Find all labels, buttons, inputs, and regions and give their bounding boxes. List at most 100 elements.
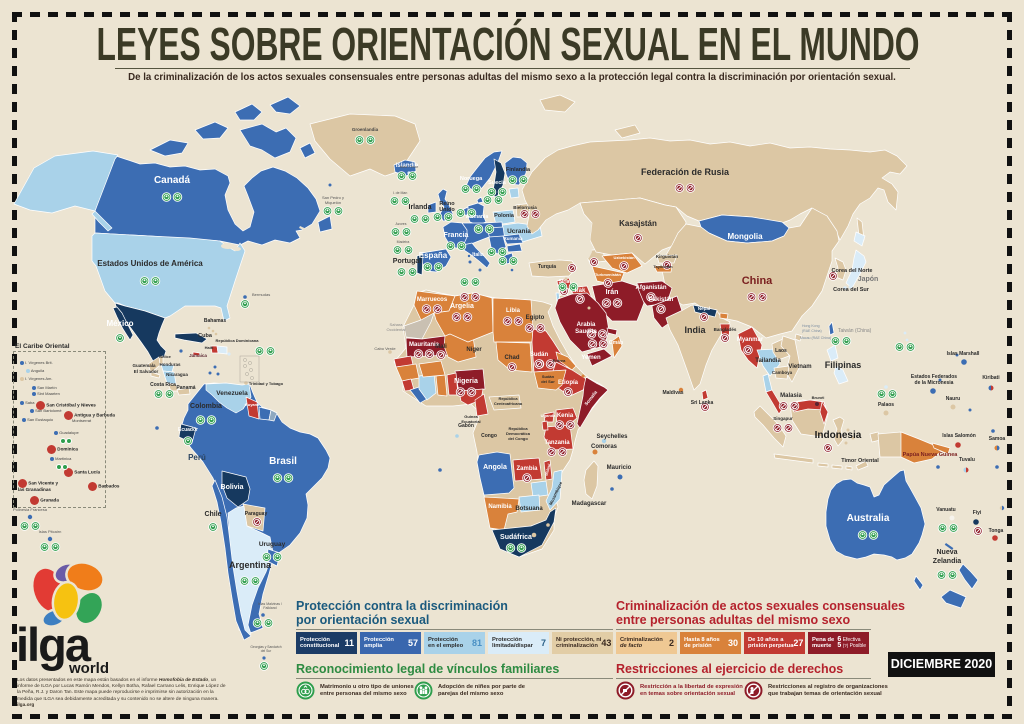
svg-text:Bolivia: Bolivia [221, 484, 244, 491]
svg-text:Corea del Sur: Corea del Sur [833, 287, 870, 293]
svg-text:Perú: Perú [188, 453, 206, 462]
svg-text:Honduras: Honduras [159, 362, 180, 367]
svg-text:Costa Rica: Costa Rica [150, 382, 176, 388]
svg-text:Taiwán (China): Taiwán (China) [838, 328, 872, 334]
svg-text:Turkmenistán: Turkmenistán [595, 272, 621, 277]
svg-text:Nueva: Nueva [936, 549, 957, 556]
svg-text:Guatemala: Guatemala [132, 363, 156, 368]
svg-text:Singapur: Singapur [773, 416, 793, 421]
svg-text:Groenlandia: Groenlandia [352, 127, 379, 132]
svg-text:Unido: Unido [439, 207, 455, 213]
svg-text:Turquía: Turquía [538, 264, 556, 270]
svg-text:Occidental: Occidental [387, 327, 406, 332]
svg-text:Federación de Rusia: Federación de Rusia [641, 167, 730, 177]
svg-text:Polinesia Francesa: Polinesia Francesa [13, 507, 48, 512]
svg-text:Nauru: Nauru [946, 396, 960, 402]
svg-text:Guyana: Guyana [245, 402, 260, 407]
svg-text:Irlanda: Irlanda [409, 204, 432, 211]
svg-text:Rumania: Rumania [503, 236, 523, 241]
svg-text:Azores: Azores [396, 222, 407, 226]
svg-text:Colombia: Colombia [190, 403, 222, 410]
svg-text:Finlandia: Finlandia [506, 167, 531, 173]
svg-text:Zelandia: Zelandia [933, 558, 962, 565]
svg-text:Myanmar: Myanmar [737, 337, 764, 343]
svg-text:Corea del Norte: Corea del Norte [832, 268, 873, 274]
svg-text:Malasia: Malasia [780, 393, 802, 399]
svg-text:Vietnam: Vietnam [788, 364, 811, 370]
svg-text:Cuba: Cuba [198, 333, 213, 339]
svg-text:Chile: Chile [204, 511, 221, 518]
svg-text:Portugal: Portugal [393, 258, 421, 265]
svg-text:Reino: Reino [439, 201, 455, 207]
svg-text:Italia: Italia [472, 252, 484, 258]
svg-text:Eritrea: Eritrea [553, 358, 566, 363]
svg-text:Kirguistán: Kirguistán [656, 254, 679, 259]
svg-text:world: world [68, 660, 109, 677]
svg-text:Islandia: Islandia [396, 163, 419, 169]
svg-text:Trinidad y Tobago: Trinidad y Tobago [249, 381, 284, 386]
svg-text:Brasil: Brasil [269, 456, 297, 467]
svg-text:Tonga: Tonga [989, 528, 1004, 534]
svg-text:Democrática: Democrática [506, 431, 531, 436]
svg-text:Panamá: Panamá [176, 385, 195, 391]
svg-text:Indonesia: Indonesia [815, 430, 862, 441]
svg-text:Jamaica: Jamaica [189, 353, 207, 358]
svg-text:Bangladés: Bangladés [714, 327, 737, 332]
svg-text:Tanzania: Tanzania [544, 440, 570, 446]
svg-text:I. de Man: I. de Man [393, 191, 408, 195]
svg-text:Samoa: Samoa [989, 436, 1006, 442]
svg-text:Georgias y Sandwich: Georgias y Sandwich [250, 645, 281, 649]
svg-text:Tailandia: Tailandia [755, 358, 781, 364]
svg-text:Irak: Irak [575, 288, 586, 294]
svg-text:Camboya: Camboya [772, 370, 793, 375]
svg-text:Nigeria: Nigeria [454, 378, 478, 385]
svg-text:Ucrania: Ucrania [507, 228, 531, 235]
svg-text:Uzbekistán: Uzbekistán [613, 255, 635, 260]
svg-text:República Dominicana: República Dominicana [216, 338, 260, 343]
svg-text:Uruguay: Uruguay [259, 541, 286, 548]
svg-text:India: India [684, 325, 706, 335]
svg-text:ilga: ilga [16, 618, 92, 671]
svg-text:Madeira: Madeira [397, 240, 410, 244]
svg-text:Belice: Belice [159, 354, 172, 359]
svg-text:Mongolia: Mongolia [727, 232, 763, 241]
svg-text:Kenia: Kenia [557, 413, 574, 419]
svg-text:Filipinas: Filipinas [825, 360, 862, 370]
svg-text:Ecuatorial: Ecuatorial [461, 419, 480, 424]
svg-text:El Salvador: El Salvador [134, 369, 159, 374]
svg-text:Timor Oriental: Timor Oriental [841, 458, 879, 464]
svg-text:Egipto: Egipto [526, 315, 545, 321]
svg-text:del Sur: del Sur [541, 379, 555, 384]
svg-text:Irán: Irán [606, 289, 619, 296]
svg-text:Tuvalu: Tuvalu [959, 457, 975, 463]
svg-text:Sudán: Sudán [542, 374, 555, 379]
svg-text:Japón: Japón [858, 276, 879, 283]
svg-text:Seychelles: Seychelles [596, 434, 628, 440]
svg-text:Islas Salomón: Islas Salomón [942, 433, 976, 439]
svg-text:Islas Marshall: Islas Marshall [947, 351, 980, 357]
svg-text:Laos: Laos [775, 348, 787, 354]
svg-text:Afganistán: Afganistán [635, 285, 666, 291]
svg-text:Níger: Níger [466, 347, 482, 353]
svg-text:Centroafricana: Centroafricana [494, 401, 523, 406]
svg-text:Comoras: Comoras [591, 444, 618, 450]
svg-text:Argelia: Argelia [450, 303, 474, 310]
svg-text:Mauricio: Mauricio [607, 465, 632, 471]
svg-text:Venezuela: Venezuela [216, 390, 248, 397]
svg-text:de la Micronesia: de la Micronesia [915, 380, 954, 386]
svg-text:Guinea: Guinea [464, 414, 478, 419]
svg-text:Falkland: Falkland [263, 606, 276, 610]
svg-text:(RAE China): (RAE China) [802, 329, 822, 333]
svg-text:Canadá: Canadá [154, 175, 191, 186]
svg-text:Congo: Congo [481, 433, 497, 439]
svg-text:Miquelón: Miquelón [325, 200, 341, 205]
svg-text:Saudita: Saudita [575, 329, 597, 335]
svg-text:Zambia: Zambia [516, 466, 538, 472]
svg-text:Mali: Mali [435, 344, 447, 350]
svg-text:San Pedro y: San Pedro y [322, 195, 344, 200]
svg-text:del Congo: del Congo [508, 436, 528, 441]
svg-text:Suecia: Suecia [488, 180, 507, 186]
svg-text:Estados Federados: Estados Federados [911, 374, 957, 380]
svg-text:Namibia: Namibia [488, 504, 512, 510]
svg-text:Gabón: Gabón [458, 423, 474, 429]
